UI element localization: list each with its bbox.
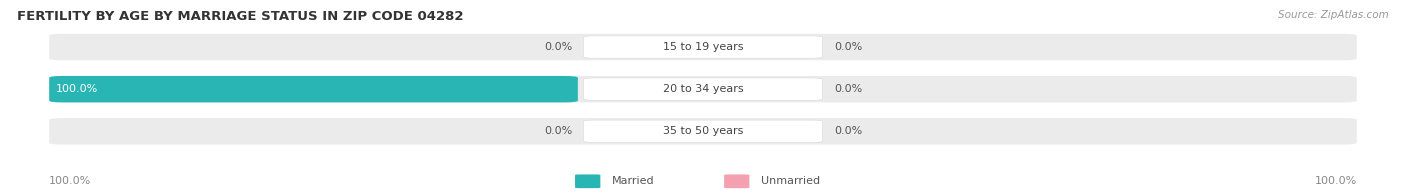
FancyBboxPatch shape <box>49 118 1357 145</box>
Text: 0.0%: 0.0% <box>544 126 572 136</box>
FancyBboxPatch shape <box>49 76 1357 102</box>
Text: 100.0%: 100.0% <box>1315 176 1357 186</box>
Text: 0.0%: 0.0% <box>834 84 862 94</box>
FancyBboxPatch shape <box>583 120 823 142</box>
Text: Married: Married <box>612 176 654 186</box>
Text: 0.0%: 0.0% <box>544 42 572 52</box>
Text: 0.0%: 0.0% <box>834 42 862 52</box>
Text: Unmarried: Unmarried <box>761 176 820 186</box>
Text: 0.0%: 0.0% <box>834 126 862 136</box>
Text: Source: ZipAtlas.com: Source: ZipAtlas.com <box>1278 10 1389 20</box>
Text: 35 to 50 years: 35 to 50 years <box>662 126 744 136</box>
FancyBboxPatch shape <box>49 34 1357 60</box>
Text: 20 to 34 years: 20 to 34 years <box>662 84 744 94</box>
Text: FERTILITY BY AGE BY MARRIAGE STATUS IN ZIP CODE 04282: FERTILITY BY AGE BY MARRIAGE STATUS IN Z… <box>17 10 464 23</box>
Text: 100.0%: 100.0% <box>56 84 98 94</box>
Text: 100.0%: 100.0% <box>49 176 91 186</box>
FancyBboxPatch shape <box>583 36 823 58</box>
FancyBboxPatch shape <box>575 174 600 188</box>
FancyBboxPatch shape <box>49 76 578 102</box>
FancyBboxPatch shape <box>724 174 749 188</box>
Text: 15 to 19 years: 15 to 19 years <box>662 42 744 52</box>
FancyBboxPatch shape <box>583 78 823 100</box>
